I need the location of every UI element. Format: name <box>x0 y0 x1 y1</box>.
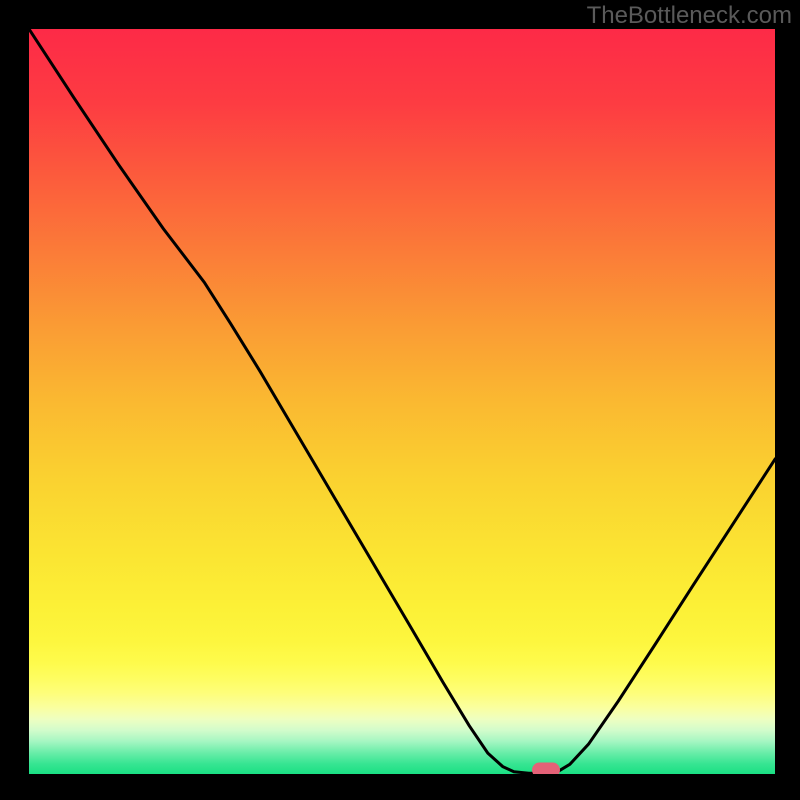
bottleneck-curve <box>29 29 775 774</box>
optimum-marker <box>532 762 560 774</box>
watermark-text: TheBottleneck.com <box>587 2 792 30</box>
chart-plot-area <box>29 29 775 774</box>
